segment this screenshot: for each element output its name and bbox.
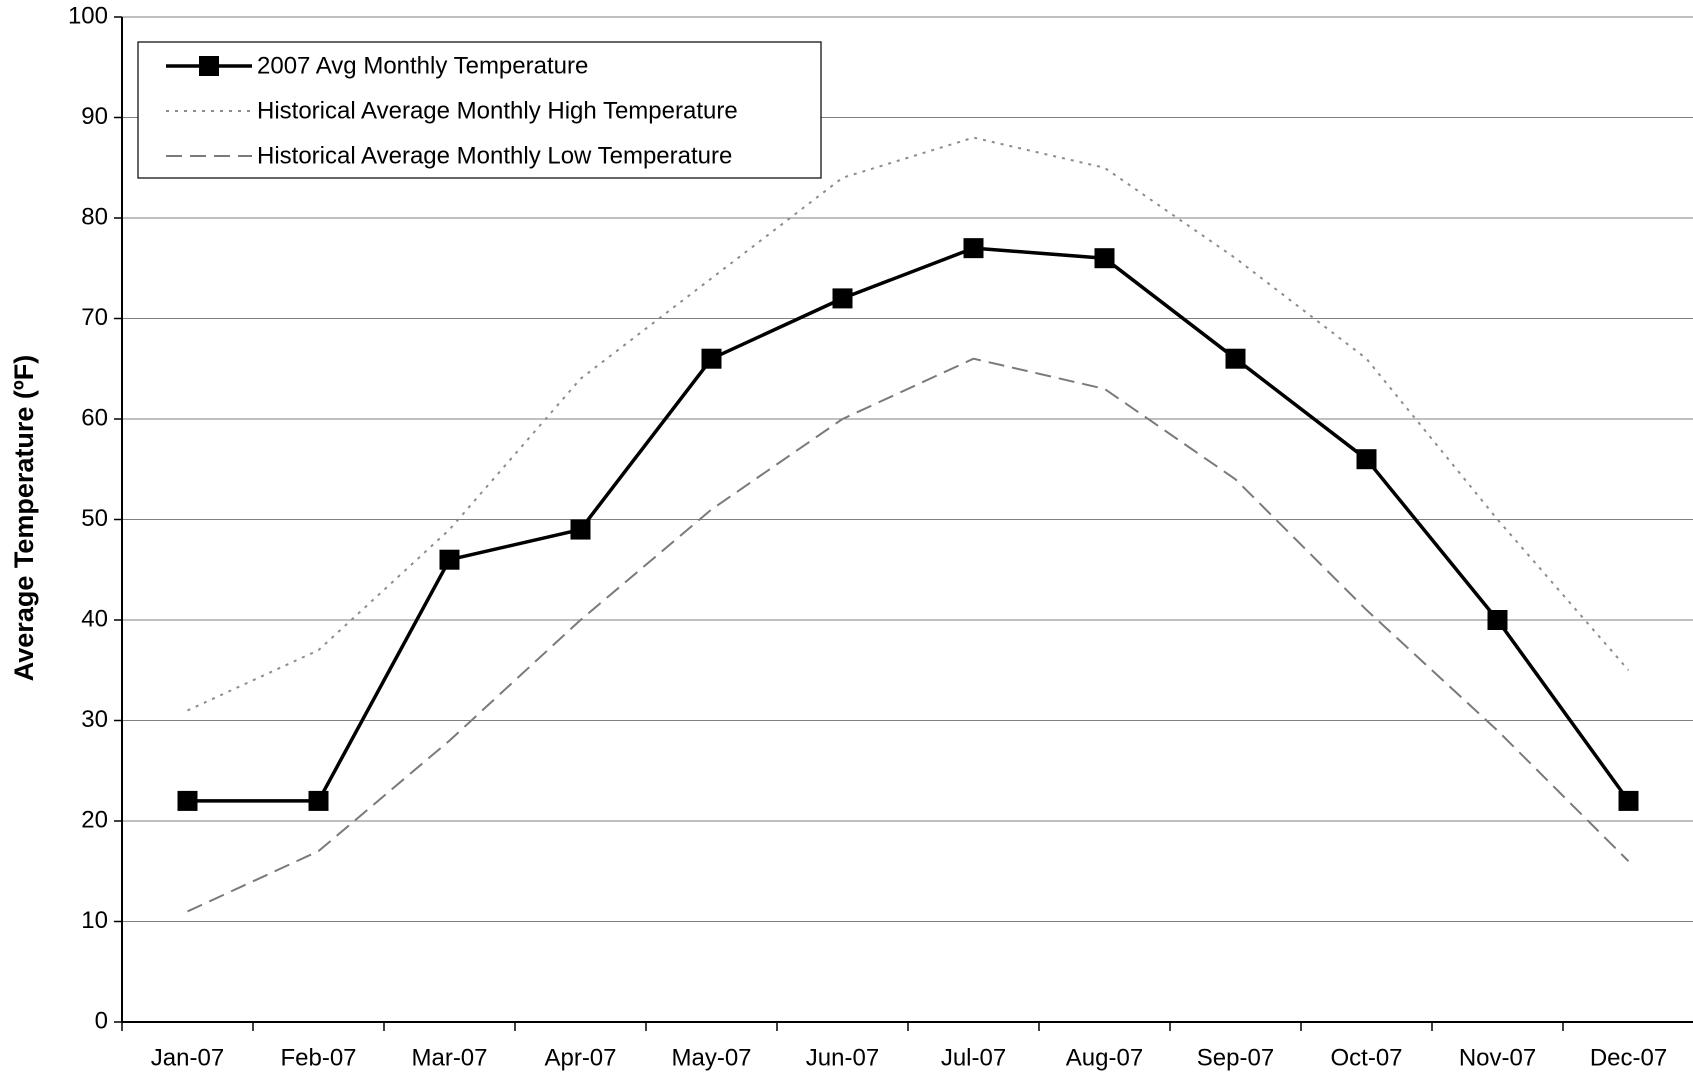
x-tick-label: Apr-07	[544, 1044, 616, 1071]
x-tick-label: Oct-07	[1330, 1044, 1402, 1071]
x-tick-label: Nov-07	[1459, 1044, 1536, 1071]
series-line	[187, 246, 1630, 803]
marker	[1618, 790, 1639, 811]
marker	[439, 549, 460, 570]
x-tick-label: Mar-07	[411, 1044, 487, 1071]
legend-label: 2007 Avg Monthly Temperature	[257, 52, 588, 79]
y-tick-label: 90	[81, 103, 108, 130]
marker	[1225, 348, 1246, 369]
x-tick-label: Sep-07	[1197, 1044, 1274, 1071]
y-tick-label: 20	[81, 806, 108, 833]
y-tick-label: 10	[81, 907, 108, 934]
y-tick-label: 100	[68, 2, 108, 29]
x-tick-label: Aug-07	[1066, 1044, 1143, 1071]
x-tick-label: Jan-07	[151, 1044, 224, 1071]
series-line	[187, 136, 1630, 712]
x-tick-label: May-07	[671, 1044, 751, 1071]
marker	[308, 790, 329, 811]
marker	[701, 348, 722, 369]
y-tick-label: 70	[81, 304, 108, 331]
y-axis-label: Average Temperature (ºF)	[9, 355, 39, 681]
marker	[1094, 248, 1115, 269]
y-tick-label: 50	[81, 505, 108, 532]
legend-marker	[199, 56, 219, 76]
y-tick-label: 30	[81, 706, 108, 733]
marker	[832, 288, 853, 309]
legend-label: Historical Average Monthly Low Temperatu…	[257, 142, 732, 169]
x-tick-label: Feb-07	[280, 1044, 356, 1071]
x-tick-label: Dec-07	[1590, 1044, 1667, 1071]
marker	[1356, 449, 1377, 470]
marker	[570, 519, 591, 540]
y-tick-label: 80	[81, 203, 108, 230]
x-tick-label: Jun-07	[806, 1044, 879, 1071]
legend-label: Historical Average Monthly High Temperat…	[257, 97, 738, 124]
marker	[963, 238, 984, 259]
marker	[1487, 610, 1508, 630]
y-tick-label: 0	[95, 1007, 108, 1034]
x-tick-label: Jul-07	[941, 1044, 1006, 1071]
marker	[177, 790, 198, 811]
y-tick-label: 40	[81, 605, 108, 632]
y-tick-label: 60	[81, 404, 108, 431]
series-line	[187, 357, 1630, 913]
